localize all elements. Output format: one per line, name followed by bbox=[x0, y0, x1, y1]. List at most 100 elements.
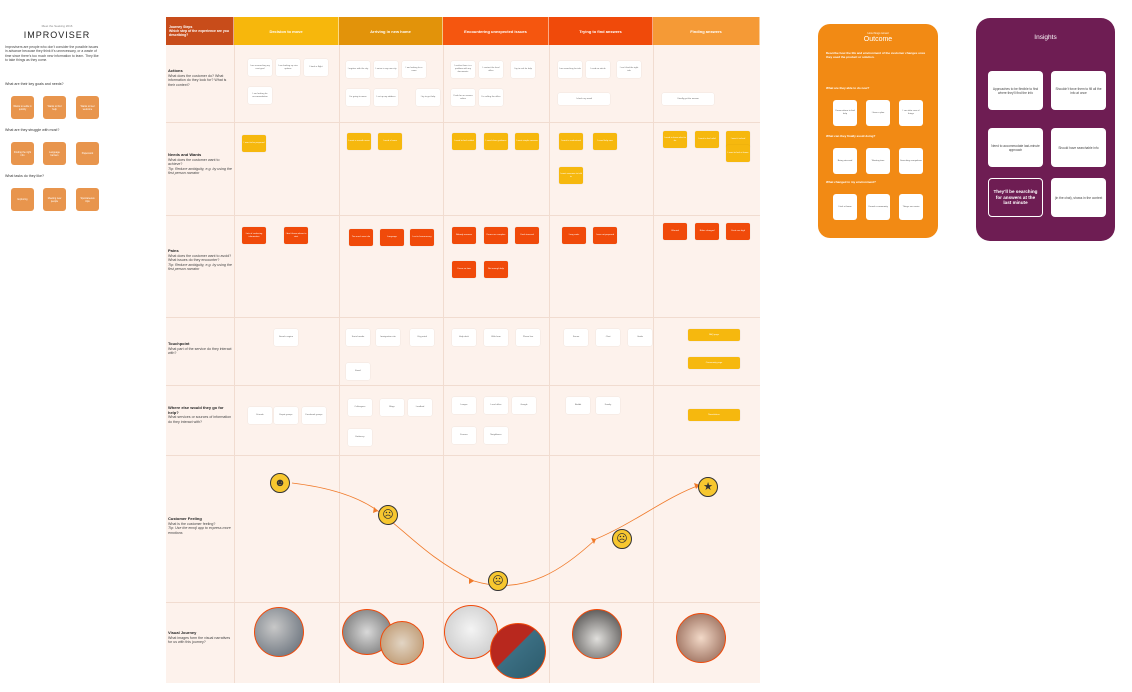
sticky-note-need[interactable]: I want a smooth move bbox=[347, 133, 371, 150]
sticky-note[interactable]: I arrive in my new city bbox=[374, 61, 398, 78]
sticky-note-elsewhere[interactable]: Colleagues bbox=[348, 399, 372, 416]
insight-card[interactable]: Approaches to be flexible to find where … bbox=[988, 71, 1043, 110]
photo-coffee[interactable] bbox=[380, 621, 424, 665]
sticky-note[interactable]: I am looking up visa options bbox=[276, 59, 300, 76]
sticky-note-pain[interactable]: Lots of confusing information bbox=[242, 227, 266, 244]
photo-street[interactable] bbox=[254, 607, 304, 657]
sticky-note-need[interactable]: I want someone to talk to bbox=[559, 167, 583, 184]
pleading-face-icon[interactable]: ☹ bbox=[612, 529, 632, 549]
outcome-card[interactable]: I have a plan bbox=[866, 100, 890, 126]
insight-card[interactable]: Need to accommodate last-minute approach bbox=[988, 128, 1043, 167]
sticky-note-pain[interactable]: Long waits bbox=[562, 227, 586, 244]
sticky-note-elsewhere[interactable]: Local office bbox=[484, 397, 508, 414]
sticky-note-need[interactable]: I want it solved bbox=[726, 131, 750, 148]
photo-laptop[interactable] bbox=[572, 609, 622, 659]
sticky-note[interactable]: I realise there is a problem with my doc… bbox=[451, 61, 475, 78]
persona-card[interactable]: Language barriers bbox=[43, 142, 66, 165]
sticky-note-need[interactable]: I need clear guidance bbox=[484, 133, 508, 150]
sticky-note-need[interactable]: I want to feel relief bbox=[695, 131, 719, 148]
persona-card[interactable]: Wants to settle in quickly bbox=[11, 96, 34, 119]
sticky-note[interactable]: I book a flight bbox=[304, 59, 328, 76]
sticky-note-touchpoint[interactable]: Search engine bbox=[274, 329, 298, 346]
insight-card[interactable]: Should have searchable info bbox=[1051, 128, 1106, 167]
sticky-note-touchpoint[interactable]: Email bbox=[346, 363, 370, 380]
persona-card[interactable]: Wants to find help bbox=[43, 96, 66, 119]
persona-card[interactable]: Spontaneous trips bbox=[76, 188, 99, 211]
sticky-note[interactable]: I'm calling the office bbox=[479, 89, 503, 106]
sticky-note[interactable]: I check my email bbox=[558, 93, 610, 105]
sticky-note-elsewhere[interactable]: Reddit bbox=[566, 397, 590, 414]
sticky-note-need[interactable]: I want simple answers bbox=[515, 133, 539, 150]
sticky-note-pain[interactable]: Too much new info bbox=[349, 229, 373, 246]
sticky-note-touchpoint[interactable]: City portal bbox=[410, 329, 434, 346]
sticky-note-need[interactable]: I need help now bbox=[593, 133, 617, 150]
sticky-note-need[interactable]: I need a home bbox=[378, 133, 402, 150]
outcome-card[interactable]: I feel at home bbox=[833, 194, 857, 220]
photo-abstract[interactable] bbox=[490, 623, 546, 679]
outcome-card[interactable]: Wasting time bbox=[866, 148, 890, 174]
sticky-note-elsewhere[interactable]: Friends bbox=[248, 407, 272, 424]
step-header-trying[interactable]: Trying to find answers bbox=[549, 17, 653, 45]
persona-card[interactable]: Paperwork bbox=[76, 142, 99, 165]
sticky-note-pain[interactable]: I have no time bbox=[452, 261, 476, 278]
sticky-note[interactable]: I finally get the answer bbox=[662, 93, 714, 105]
sticky-note-pain[interactable]: Rules changed bbox=[695, 223, 719, 240]
sticky-note-touchpoint[interactable]: Forum bbox=[564, 329, 588, 346]
outcome-card[interactable]: Searching everywhere bbox=[899, 148, 923, 174]
sticky-note-touchpoint[interactable]: Guide bbox=[628, 329, 652, 346]
sticky-note[interactable]: I set up my address bbox=[374, 89, 398, 106]
sticky-note-touchpoint[interactable]: FAQ page bbox=[688, 329, 740, 341]
weary-face-icon[interactable]: ☹ bbox=[488, 571, 508, 591]
partying-face-icon[interactable]: ★ bbox=[698, 477, 718, 497]
outcome-card[interactable]: I found a community bbox=[866, 194, 890, 220]
sticky-note-touchpoint[interactable]: Community page bbox=[688, 357, 740, 369]
sticky-note[interactable]: I can't find the right info bbox=[617, 61, 641, 78]
sticky-note-touchpoint[interactable]: Social media bbox=[346, 329, 370, 346]
sticky-note-pain[interactable]: I don't know where to start bbox=[284, 227, 308, 244]
step-header-unexpected[interactable]: Encountering unexpected issues bbox=[443, 17, 549, 45]
sticky-note-pain[interactable]: I was not prepared bbox=[593, 227, 617, 244]
sticky-note-elsewhere[interactable]: Blogs bbox=[380, 399, 404, 416]
sticky-note-elsewhere[interactable]: Forums bbox=[452, 427, 476, 444]
outcome-card[interactable]: Things are easier bbox=[899, 194, 923, 220]
sticky-note[interactable]: I am researching my next goal bbox=[248, 59, 272, 76]
sticky-note[interactable]: I register with the city bbox=[346, 61, 370, 78]
sticky-note-pain[interactable]: Costs are high bbox=[726, 223, 750, 240]
sticky-note[interactable]: I'm going to move bbox=[346, 89, 370, 106]
sticky-note-pain[interactable]: Language bbox=[380, 229, 404, 246]
sticky-note[interactable]: I am looking for accommodation bbox=[248, 87, 272, 104]
sticky-note-elsewhere[interactable]: Facebook groups bbox=[302, 407, 326, 424]
outcome-card[interactable]: I can take care of things bbox=[899, 100, 923, 126]
sticky-note-pain[interactable]: Nobody answers bbox=[452, 227, 476, 244]
sticky-note-pain[interactable]: Lost in bureaucracy bbox=[410, 229, 434, 246]
sticky-note[interactable]: I am looking for a room bbox=[402, 61, 426, 78]
sticky-note-elsewhere[interactable]: Embassy bbox=[348, 429, 372, 446]
step-header-finding[interactable]: Finding answers bbox=[653, 17, 760, 45]
insight-card[interactable]: (in the chat), shows in the context bbox=[1051, 178, 1106, 217]
sticky-note-elsewhere[interactable]: Expat groups bbox=[274, 407, 298, 424]
outcome-card[interactable]: I know where to find help bbox=[833, 100, 857, 126]
sticky-note[interactable]: I look for an answer online bbox=[451, 89, 475, 106]
sticky-note-pain[interactable]: Not enough help bbox=[484, 261, 508, 278]
step-header-arriving[interactable]: Arriving in new home bbox=[339, 17, 443, 45]
insight-card-highlight[interactable]: They'll be searching for answers at the … bbox=[988, 178, 1043, 217]
outcome-card[interactable]: Being stressed bbox=[833, 148, 857, 174]
sticky-note[interactable]: I try to get help bbox=[416, 89, 440, 106]
sticky-note-elsewhere[interactable]: Neighbours bbox=[484, 427, 508, 444]
step-header-decision[interactable]: Decision to move bbox=[234, 17, 339, 45]
sticky-note[interactable]: I am searching for info bbox=[558, 61, 582, 78]
sticky-note-pain[interactable]: Forms are complex bbox=[484, 227, 508, 244]
sticky-note-need[interactable]: I need to know what to do bbox=[663, 131, 687, 148]
persona-card[interactable]: Exploring bbox=[11, 188, 34, 211]
sticky-note-elsewhere[interactable]: Google bbox=[512, 397, 536, 414]
persona-card[interactable]: Meeting new people bbox=[43, 188, 66, 211]
sticky-note-need[interactable]: I want to be prepared bbox=[242, 135, 266, 152]
sticky-note-touchpoint[interactable]: Help desk bbox=[452, 329, 476, 346]
persona-card[interactable]: Wants to feel welcome bbox=[76, 96, 99, 119]
sticky-note-elsewhere[interactable]: Lawyer bbox=[452, 397, 476, 414]
insight-card[interactable]: Shouldn't force them to fill all the inf… bbox=[1051, 71, 1106, 110]
sticky-note[interactable]: I try to ask for help bbox=[511, 61, 535, 78]
sticky-note-pain[interactable]: I feel stressed bbox=[515, 227, 539, 244]
photo-friends[interactable] bbox=[676, 613, 726, 663]
persona-card[interactable]: Finding the right info bbox=[11, 142, 34, 165]
